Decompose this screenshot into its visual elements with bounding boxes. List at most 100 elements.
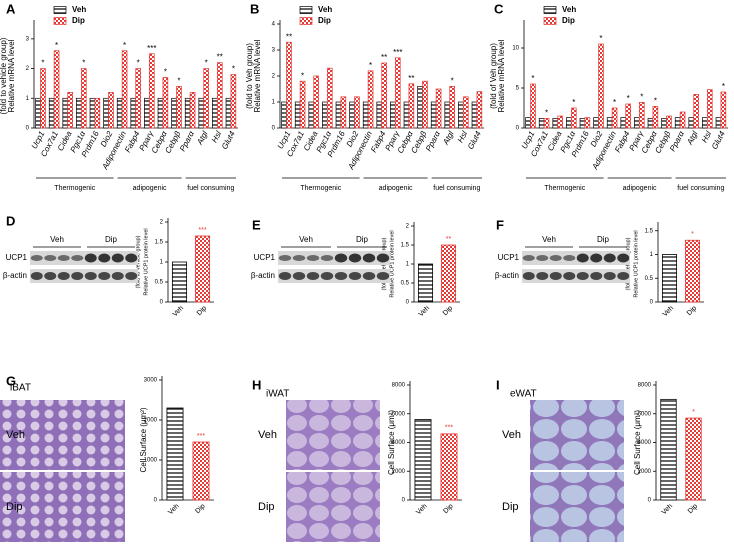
bar <box>230 74 237 129</box>
blot-band <box>44 272 57 280</box>
blot-band <box>111 272 124 280</box>
blot-band <box>549 255 562 261</box>
panel-letter: B <box>250 1 259 16</box>
bar <box>103 97 109 129</box>
bar <box>203 68 209 129</box>
y-tick-label: 0 <box>648 498 652 504</box>
bar <box>661 254 678 303</box>
blot-band <box>98 272 111 280</box>
bar <box>192 441 210 501</box>
bar <box>48 97 55 129</box>
bar <box>212 97 218 129</box>
bar <box>176 86 182 129</box>
significance: * <box>572 98 575 107</box>
legend-label: Veh <box>72 5 86 14</box>
blot-strip <box>522 251 630 265</box>
histology-image <box>0 472 125 542</box>
bar <box>634 117 640 129</box>
y-tick-label: 0.5 <box>155 280 164 286</box>
blot-band <box>292 255 306 261</box>
histology-image <box>0 400 125 470</box>
bar <box>593 117 599 129</box>
y-tick-label: 5 <box>516 86 520 92</box>
y-axis-label: Cell Surface (μm²) <box>139 407 148 472</box>
bar <box>299 80 306 129</box>
bar <box>390 101 396 129</box>
y-axis-label: Relative UCP1 protein level <box>389 230 395 297</box>
histology-image <box>286 400 380 470</box>
blot-strip <box>278 269 390 283</box>
histology-group: Dip <box>6 501 23 513</box>
significance: * <box>451 77 454 86</box>
significance: *** <box>147 44 156 53</box>
bar <box>625 103 631 129</box>
blot-band <box>563 272 576 280</box>
y-axis-label: Relative mRNA level <box>7 39 16 112</box>
bar <box>530 83 536 129</box>
y-tick-label: 6000 <box>392 411 406 417</box>
tissue-label: iBAT <box>10 383 31 394</box>
blot-row-label: β-actin <box>251 271 275 280</box>
blot-group: Veh <box>542 235 556 244</box>
blot-band <box>376 272 390 280</box>
tissue-label: iWAT <box>266 389 289 400</box>
bar <box>340 96 347 129</box>
blot-band <box>576 253 589 263</box>
legend-label: Dip <box>562 16 575 25</box>
y-tick-label: 0 <box>406 300 410 306</box>
legend-label: Dip <box>318 16 331 25</box>
bar <box>367 70 374 129</box>
bar <box>674 117 681 129</box>
bar <box>171 261 188 303</box>
y-tick-label: 1.5 <box>155 240 164 246</box>
bar <box>430 101 437 129</box>
bar <box>652 106 659 129</box>
bar <box>166 407 184 501</box>
bar <box>394 57 401 129</box>
x-tick-label: Atgl <box>441 130 456 147</box>
blot-row-label: UCP1 <box>498 253 520 262</box>
panel-letter: A <box>6 1 16 16</box>
histology-image <box>530 472 624 542</box>
y-tick-label: 4000 <box>392 440 406 446</box>
panel-letter: G <box>6 373 16 388</box>
bar <box>620 117 627 129</box>
y-tick-label: 10 <box>512 46 519 52</box>
blot-band <box>57 255 70 261</box>
bar <box>294 101 301 129</box>
blot-group: Veh <box>299 235 313 244</box>
bar <box>194 235 211 303</box>
blot-band <box>320 272 334 280</box>
bar <box>638 102 645 129</box>
significance: *** <box>393 48 402 57</box>
histology-image <box>530 400 624 470</box>
bar <box>225 97 232 129</box>
blot-row-label: β-actin <box>495 271 519 280</box>
significance: * <box>205 59 208 68</box>
significance: * <box>41 59 44 68</box>
y-tick-label: 2000 <box>392 469 406 475</box>
x-tick-label: Dip <box>442 503 454 515</box>
x-tick-label: Veh <box>415 503 429 517</box>
bar <box>144 97 150 129</box>
blot-band <box>71 255 84 261</box>
significance: * <box>531 74 534 83</box>
legend-swatch <box>543 6 557 14</box>
significance: * <box>613 98 616 107</box>
bar <box>606 117 613 129</box>
y-tick-label: 1 <box>26 96 30 102</box>
legend-swatch <box>53 17 67 25</box>
legend-swatch <box>543 17 557 25</box>
blot-band <box>334 253 348 263</box>
histology-group: Veh <box>258 429 277 441</box>
bar <box>566 117 572 129</box>
y-axis-label: Relative mRNA level <box>253 39 262 112</box>
histology-group: Veh <box>6 429 25 441</box>
group-label: fuel consuming <box>677 185 724 192</box>
bar <box>121 50 128 129</box>
bar <box>422 80 428 129</box>
bar <box>281 101 287 129</box>
blot-band <box>57 272 70 280</box>
bar <box>685 417 702 501</box>
bar <box>440 433 458 501</box>
